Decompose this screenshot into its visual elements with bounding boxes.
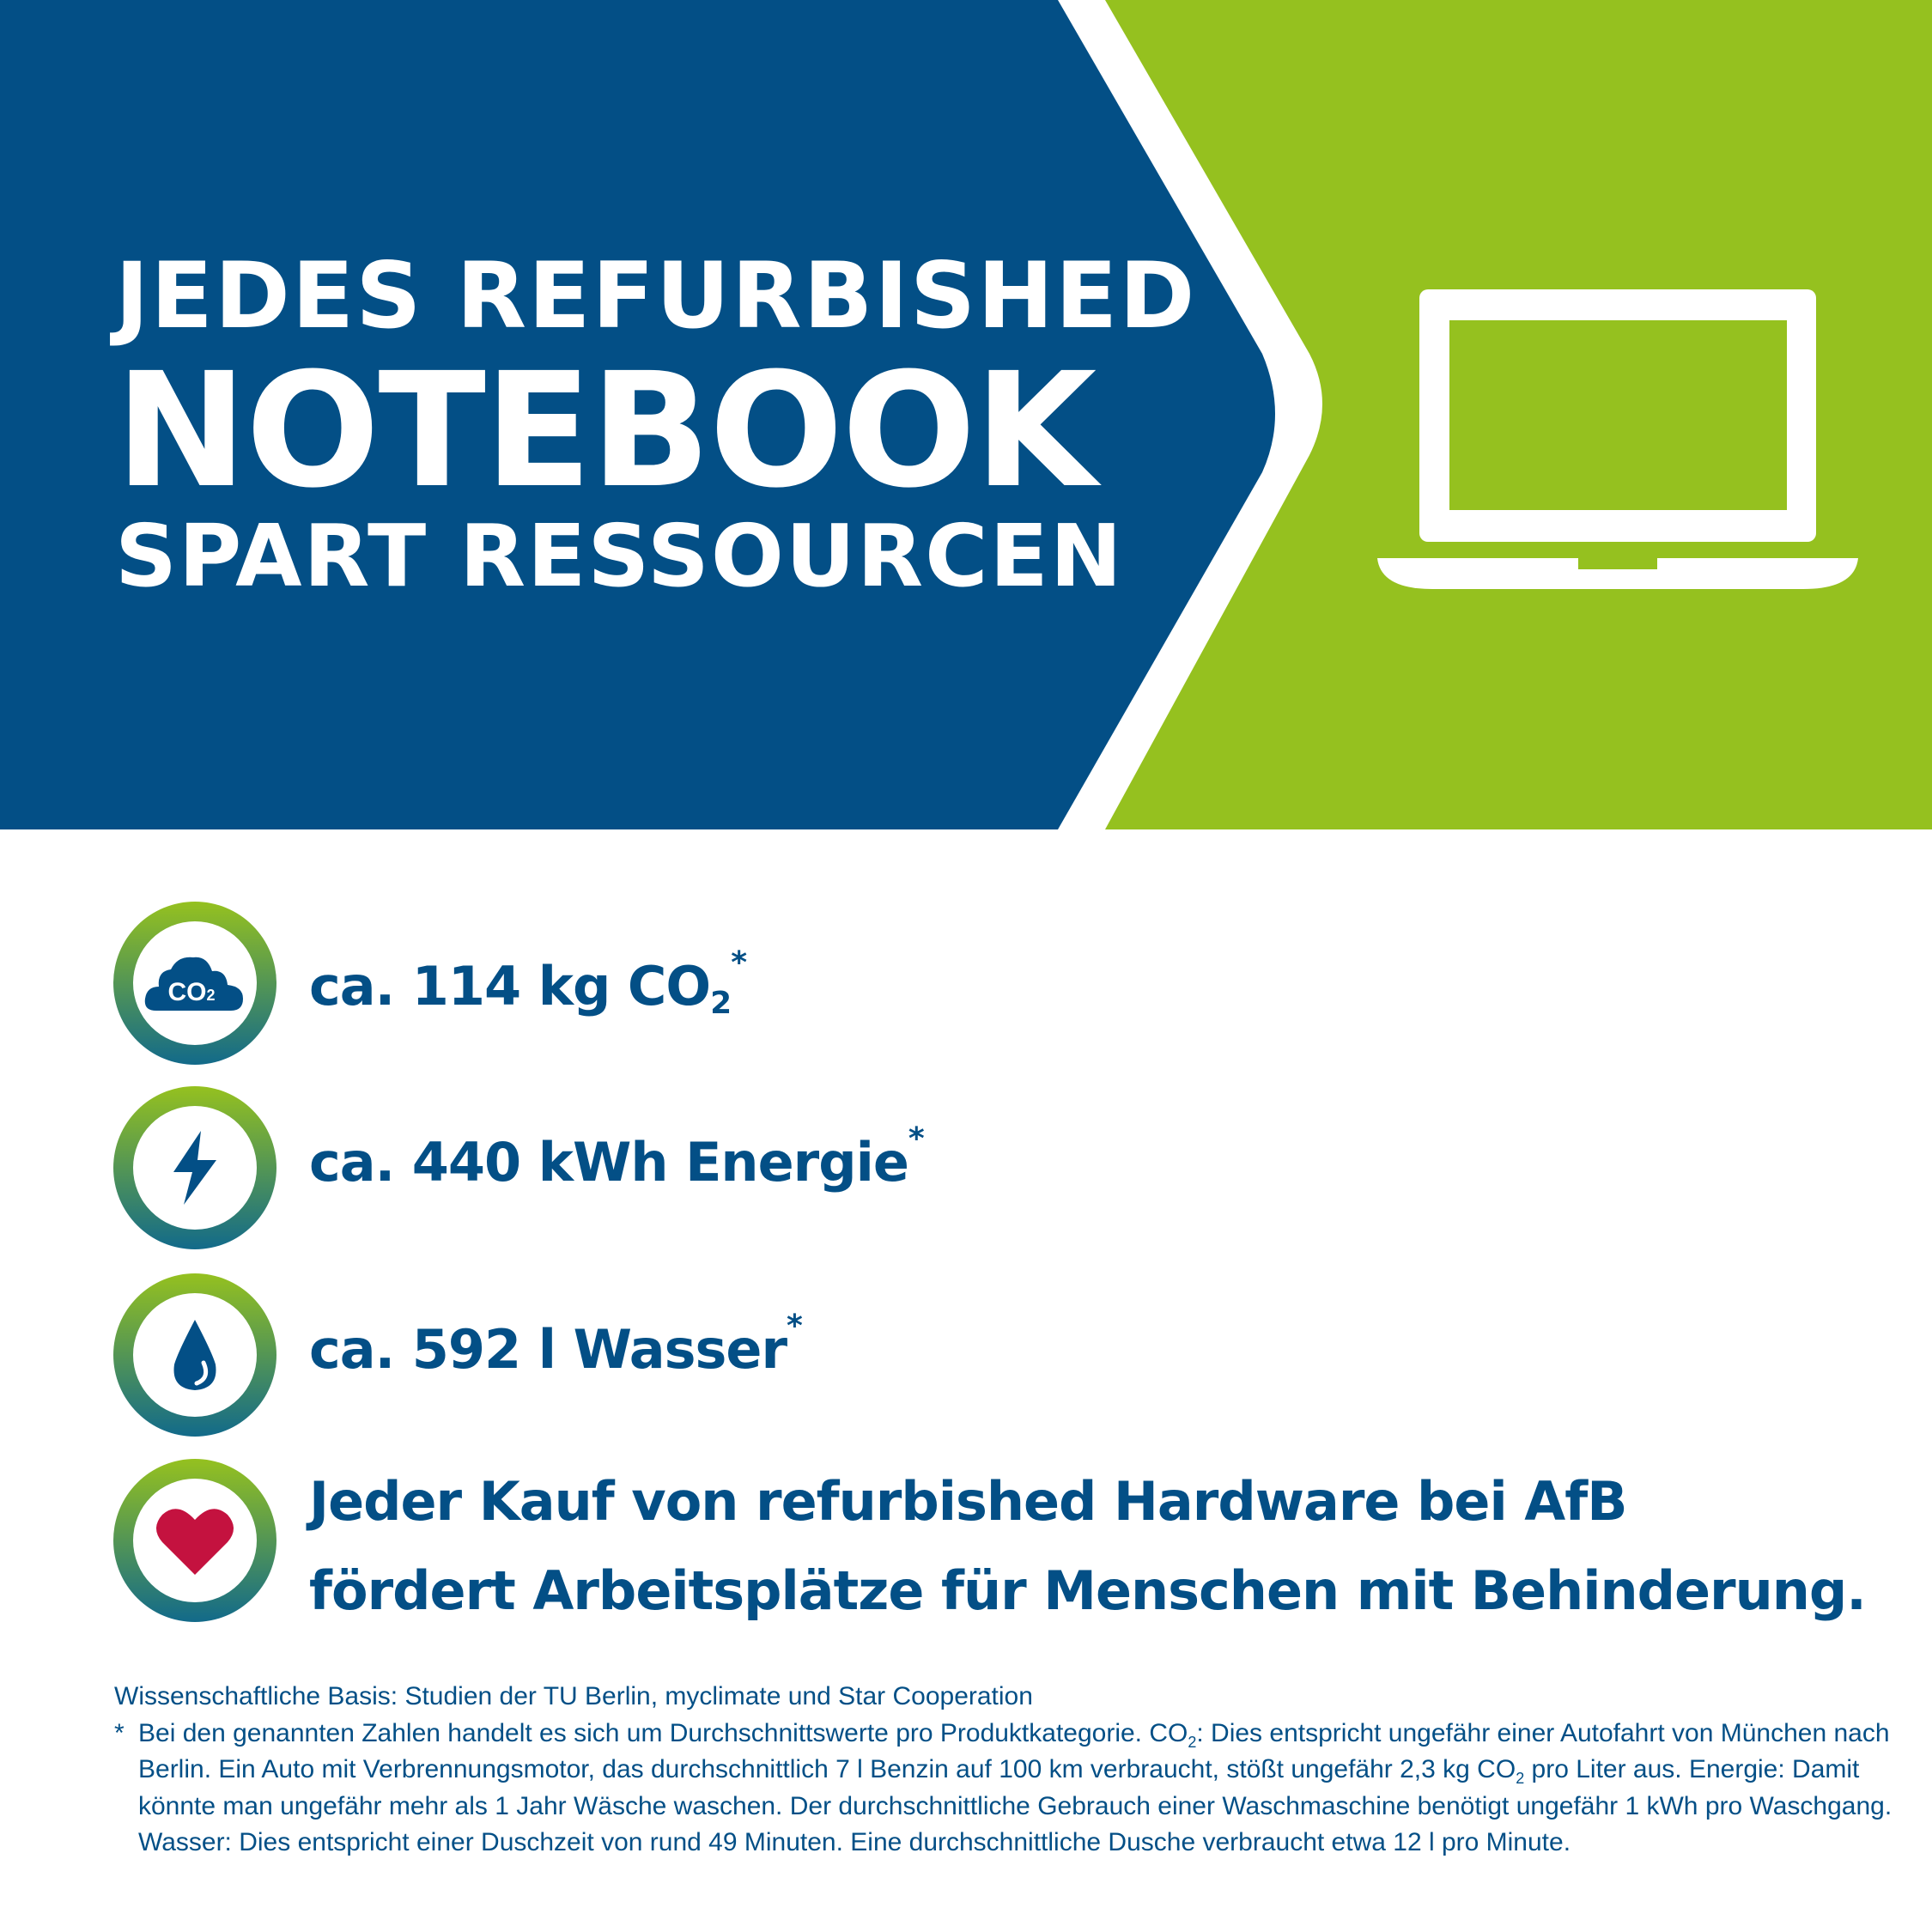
svg-text:CO2: CO2 bbox=[167, 978, 215, 1006]
co2-savings: ca. 114 kg CO2 * bbox=[309, 948, 747, 1019]
heart-icon bbox=[156, 1509, 234, 1575]
subscript: 2 bbox=[1188, 1733, 1197, 1751]
scientific-basis: Wissenschaftliche Basis: Studien der TU … bbox=[114, 1682, 1033, 1710]
subscript: 2 bbox=[1516, 1770, 1525, 1787]
headline-line-2: NOTEBOOK bbox=[115, 339, 1097, 523]
footnote: Wissenschaftliche Basis: Studien der TU … bbox=[114, 1679, 1900, 1862]
laptop-icon bbox=[1377, 289, 1858, 589]
energy-savings: ca. 440 kWh Energie* bbox=[309, 1124, 925, 1189]
water-badge bbox=[113, 1273, 276, 1437]
headline-line-3: SPART RESSOURCEN bbox=[115, 506, 1124, 606]
blue-chevron bbox=[0, 0, 1275, 829]
subscript: 2 bbox=[710, 986, 732, 1021]
footnote-part: Bei den genannten Zahlen handelt es sich… bbox=[138, 1718, 1188, 1747]
social-impact-line-1: Jeder Kauf von refurbished Hardware bei … bbox=[309, 1470, 1628, 1533]
co2-badge: CO2 bbox=[113, 902, 276, 1065]
footnote-mark: * bbox=[787, 1309, 803, 1344]
energy-badge bbox=[113, 1086, 276, 1249]
footnote-mark: * bbox=[731, 945, 747, 981]
water-drop-icon bbox=[173, 1320, 216, 1390]
energy-value: ca. 440 kWh Energie bbox=[309, 1131, 909, 1194]
lightning-icon bbox=[173, 1131, 216, 1205]
co2-value: ca. 114 kg CO bbox=[309, 955, 711, 1018]
social-impact-line-2: fördert Arbeitsplätze für Menschen mit B… bbox=[309, 1559, 1867, 1622]
footnote-part: pro Liter aus. Energie: Damit könnte man… bbox=[138, 1755, 1893, 1856]
headline-line-1: JEDES REFURBISHED bbox=[115, 243, 1197, 349]
co2-cloud-icon: CO2 bbox=[144, 957, 243, 1011]
footnote-text: * Bei den genannten Zahlen handelt es sic… bbox=[114, 1716, 1900, 1862]
water-savings: ca. 592 l Wasser* bbox=[309, 1311, 803, 1376]
social-badge bbox=[113, 1459, 276, 1622]
footnote-star: * bbox=[114, 1718, 125, 1747]
footnote-part: : Dies entspricht ungefähr einer Autofah… bbox=[138, 1718, 1890, 1784]
header-banner bbox=[0, 0, 1932, 829]
water-value: ca. 592 l Wasser bbox=[309, 1318, 787, 1381]
footnote-mark: * bbox=[908, 1121, 925, 1157]
